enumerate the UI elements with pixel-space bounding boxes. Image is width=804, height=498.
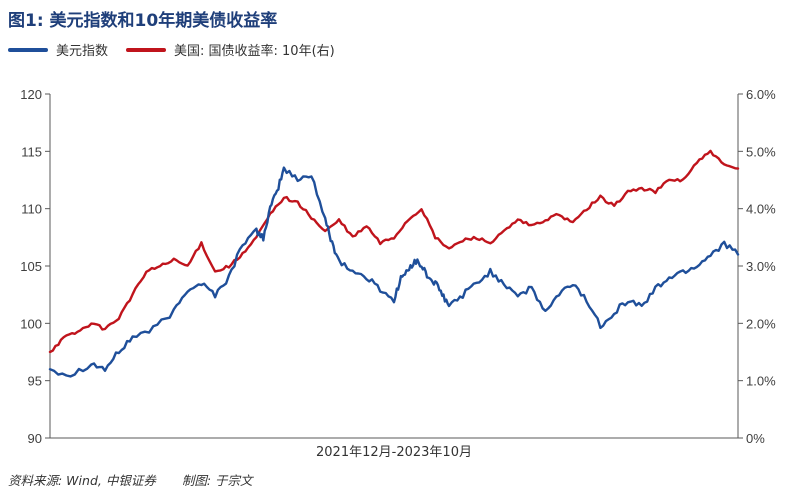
y-left-tick-label: 120 xyxy=(20,87,42,102)
tick-labels: 120 115 110 105 100 95 90 6.0% 5.0% 4.0% 3.0% 2.0% 1… xyxy=(20,87,776,446)
y-left-tick-label: 100 xyxy=(20,316,42,331)
legend: 美元指数 美国: 国债收益率: 10年(右) xyxy=(8,40,353,59)
y-right-tick-label: 2.0% xyxy=(746,316,776,331)
maker-note: 制图: 于宗文 xyxy=(181,473,253,488)
y-right-tick-label: 1.0% xyxy=(746,374,776,389)
source-note: 资料来源: Wind, 中银证券 xyxy=(8,473,156,488)
y-left-tick-label: 110 xyxy=(21,202,42,217)
y-right-tick-label: 4.0% xyxy=(746,202,776,217)
legend-label-usd-index: 美元指数 xyxy=(56,44,109,59)
legend-item-us-10y-yield: 美国: 国债收益率: 10年(右) xyxy=(126,40,335,59)
y-right-tick-label: 6.0% xyxy=(746,87,776,102)
plot-area xyxy=(48,149,740,378)
legend-label-us-10y-yield: 美国: 国债收益率: 10年(右) xyxy=(174,44,335,59)
y-left-tick-label: 95 xyxy=(28,374,42,389)
y-left-tick-label: 105 xyxy=(20,259,42,274)
series-line-usd-index xyxy=(48,166,740,378)
y-left-tick-label: 115 xyxy=(21,144,42,159)
y-right-tick-label: 0% xyxy=(746,431,765,446)
y-left-tick-label: 90 xyxy=(28,431,42,446)
series-line-us-10y-yield xyxy=(48,149,740,354)
axes xyxy=(45,93,743,439)
legend-item-usd-index: 美元指数 xyxy=(8,40,108,59)
legend-swatch-usd-index xyxy=(8,47,48,52)
y-right-tick-label: 5.0% xyxy=(746,144,776,159)
figure-title: 图1: 美元指数和10年期美债收益率 xyxy=(8,11,278,31)
footer: 资料来源: Wind, 中银证券 制图: 于宗文 xyxy=(8,470,275,489)
y-right-tick-label: 3.0% xyxy=(746,259,776,274)
legend-swatch-us-10y-yield xyxy=(126,47,167,52)
x-axis-label: 2021年12月-2023年10月 xyxy=(316,445,472,460)
